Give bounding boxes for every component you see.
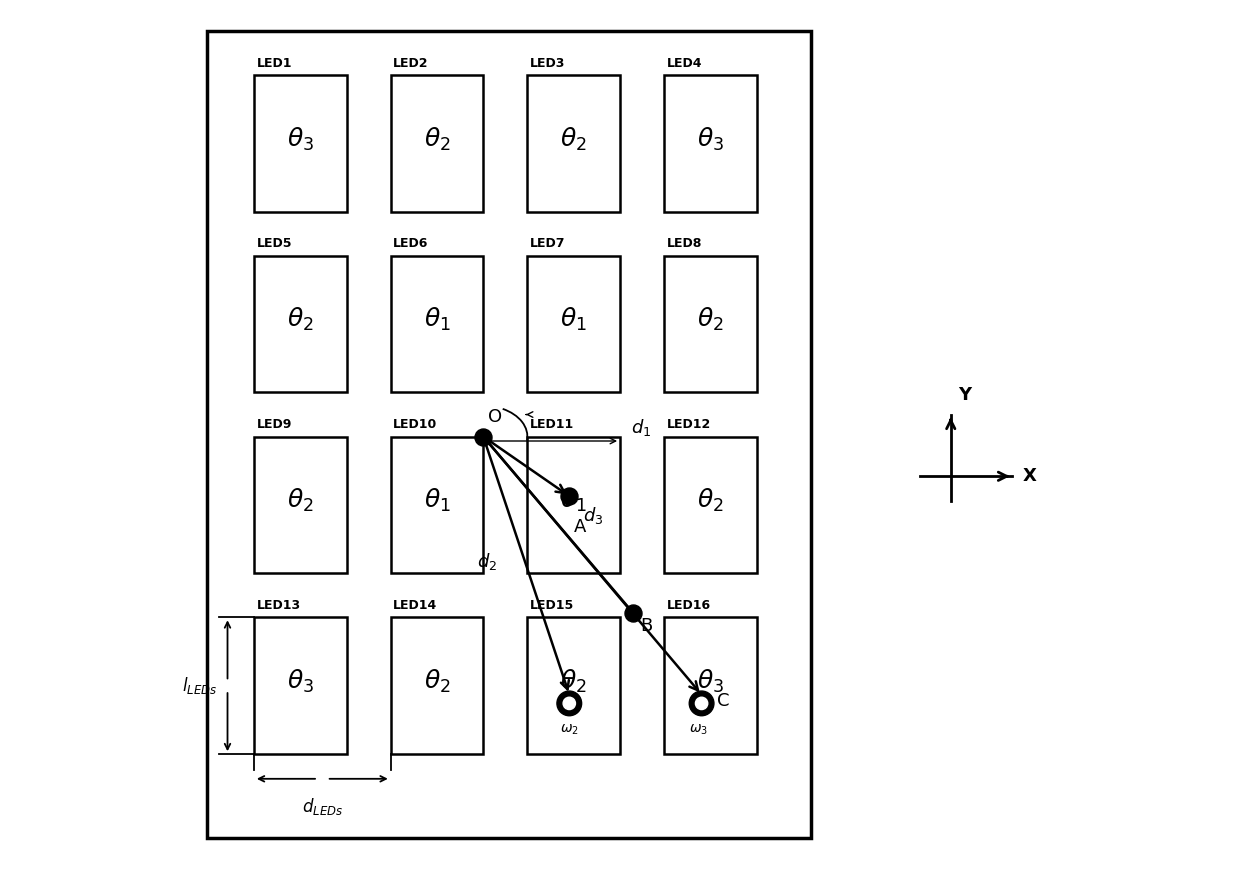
Bar [254, 617, 346, 754]
Text: LED3: LED3 [529, 56, 565, 70]
Text: $\mathit{d}_1$: $\mathit{d}_1$ [631, 417, 651, 438]
Circle shape [557, 691, 582, 715]
Text: $\theta_3$: $\theta_3$ [286, 125, 314, 153]
Bar [527, 437, 620, 573]
Text: $\theta_3$: $\theta_3$ [286, 668, 314, 695]
Text: $\theta_2$: $\theta_2$ [697, 306, 724, 333]
Text: LED12: LED12 [667, 418, 711, 431]
Text: $\mathit{\omega}_3$: $\mathit{\omega}_3$ [689, 722, 708, 737]
Text: LED15: LED15 [529, 599, 574, 612]
Text: A: A [574, 518, 587, 536]
Text: LED6: LED6 [393, 237, 429, 250]
Text: LED7: LED7 [529, 237, 565, 250]
Text: $\theta_3$: $\theta_3$ [697, 125, 724, 153]
Text: $\theta_2$: $\theta_2$ [560, 668, 587, 695]
Text: $\theta_1$: $\theta_1$ [560, 487, 587, 514]
Bar [254, 437, 346, 573]
Text: LED10: LED10 [393, 418, 438, 431]
Text: $\mathit{d}_2$: $\mathit{d}_2$ [476, 550, 497, 572]
Text: $\theta_1$: $\theta_1$ [560, 306, 587, 333]
Text: $\mathit{\omega}_2$: $\mathit{\omega}_2$ [560, 722, 579, 737]
Bar [391, 617, 484, 754]
Bar [391, 437, 484, 573]
Bar [527, 75, 620, 212]
Text: $\theta_2$: $\theta_2$ [424, 125, 450, 153]
Text: $\mathit{l}_{LEDs}$: $\mathit{l}_{LEDs}$ [182, 676, 217, 696]
Text: LED1: LED1 [257, 56, 293, 70]
Text: $\theta_2$: $\theta_2$ [286, 306, 314, 333]
Bar [665, 437, 756, 573]
Bar [665, 617, 756, 754]
Bar [527, 256, 620, 392]
Text: LED16: LED16 [667, 599, 711, 612]
Text: LED13: LED13 [257, 599, 301, 612]
Bar [391, 75, 484, 212]
Text: LED4: LED4 [667, 56, 702, 70]
Point [559, 489, 579, 503]
Bar [665, 75, 756, 212]
Bar [254, 75, 346, 212]
Text: $\theta_2$: $\theta_2$ [424, 668, 450, 695]
Text: LED5: LED5 [257, 237, 293, 250]
Text: LED8: LED8 [667, 237, 702, 250]
Bar [665, 256, 756, 392]
Text: C: C [718, 691, 730, 710]
Text: $\theta_2$: $\theta_2$ [286, 487, 314, 514]
Circle shape [696, 697, 708, 709]
Circle shape [563, 697, 575, 709]
Text: $\mathit{d}_3$: $\mathit{d}_3$ [583, 505, 604, 527]
Circle shape [689, 691, 714, 715]
Text: LED2: LED2 [393, 56, 429, 70]
Text: $\theta_1$: $\theta_1$ [424, 487, 450, 514]
Point [624, 606, 644, 620]
Text: LED11: LED11 [529, 418, 574, 431]
Text: O: O [487, 408, 502, 426]
Text: LED9: LED9 [257, 418, 291, 431]
Text: X: X [1023, 467, 1037, 485]
Point [474, 430, 494, 444]
Bar [254, 256, 346, 392]
Text: $\theta_3$: $\theta_3$ [697, 668, 724, 695]
Text: LED14: LED14 [393, 599, 438, 612]
Text: $\theta_2$: $\theta_2$ [560, 125, 587, 153]
Bar [207, 31, 811, 838]
Text: $\theta_1$: $\theta_1$ [424, 306, 450, 333]
Bar [391, 256, 484, 392]
Bar [527, 617, 620, 754]
Text: B: B [640, 617, 652, 635]
Text: $\mathit{d}_{LEDs}$: $\mathit{d}_{LEDs}$ [301, 796, 343, 818]
Text: Y: Y [957, 386, 971, 404]
Text: $\theta_2$: $\theta_2$ [697, 487, 724, 514]
